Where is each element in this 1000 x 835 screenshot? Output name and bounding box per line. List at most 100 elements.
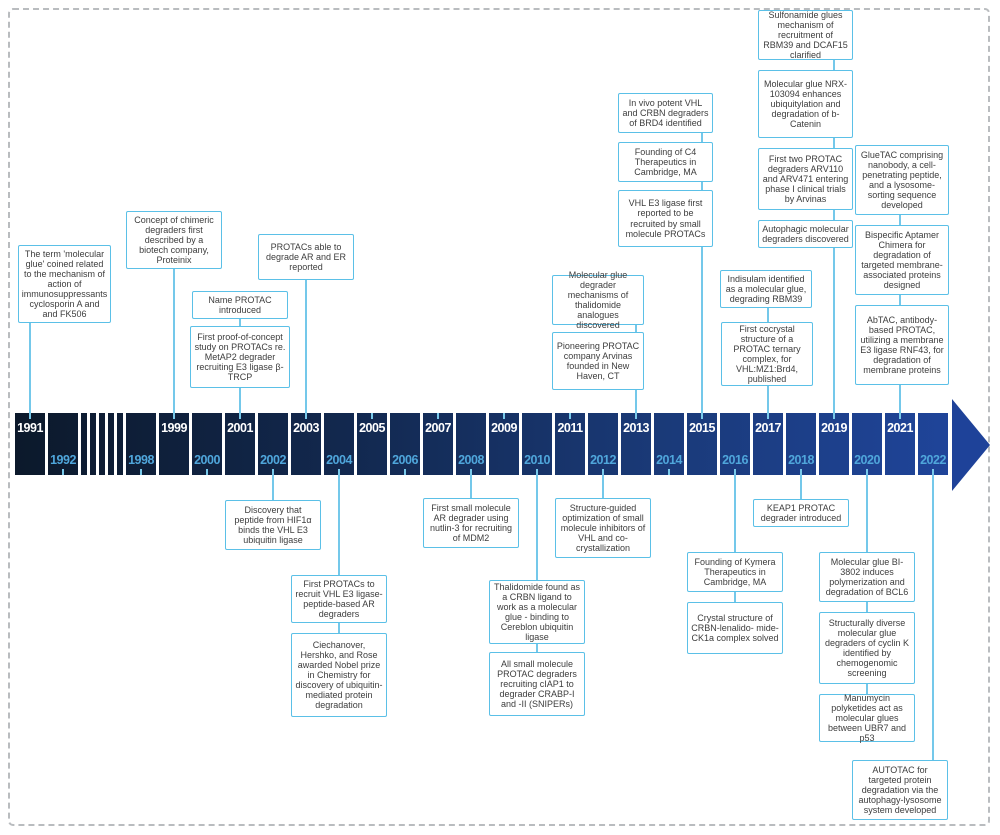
event-callout-2015-c4-therapeutics: Founding of C4 Therapeutics in Cambridge… bbox=[618, 142, 713, 182]
year-segment-2022: 2022 bbox=[918, 413, 948, 475]
connector-line bbox=[536, 644, 538, 652]
year-label: 1999 bbox=[161, 421, 187, 435]
tick-mark bbox=[569, 413, 571, 419]
tick-mark bbox=[635, 413, 637, 419]
year-label: 2022 bbox=[920, 453, 946, 467]
event-callout-2008-nutlin3-mdm2: First small molecule AR degrader using n… bbox=[423, 498, 519, 548]
year-label: 2011 bbox=[557, 421, 583, 435]
year-label: 2004 bbox=[326, 453, 352, 467]
tick-mark bbox=[338, 469, 340, 475]
connector-line bbox=[767, 386, 769, 413]
connector-line bbox=[173, 269, 175, 413]
tick-mark bbox=[668, 469, 670, 475]
year-label: 2009 bbox=[491, 421, 517, 435]
year-label: 2001 bbox=[227, 421, 253, 435]
event-callout-2021-bispecific-aptamer: Bispecific Aptamer Chimera for degradati… bbox=[855, 225, 949, 295]
event-callout-2019-arv110-arv471: First two PROTAC degraders ARV110 and AR… bbox=[758, 148, 853, 210]
connector-line bbox=[866, 475, 868, 552]
event-callout-2013-arvinas-founded: Pioneering PROTAC company Arvinas founde… bbox=[552, 332, 644, 390]
year-label: 2002 bbox=[260, 453, 286, 467]
event-callout-2010-snipers: All small molecule PROTAC degraders recr… bbox=[489, 652, 585, 716]
year-segment-2017: 2017 bbox=[753, 413, 786, 475]
event-callout-1991-molecular-glue-term: The term 'molecular glue' coined related… bbox=[18, 245, 111, 323]
year-segment-2005: 2005 bbox=[357, 413, 390, 475]
event-callout-2013-thalidomide-analogues: Molecular glue degrader mechanisms of th… bbox=[552, 270, 644, 330]
year-label: 2007 bbox=[425, 421, 451, 435]
event-callout-2015-vhl-e3-ligase: VHL E3 ligase first reported to be recru… bbox=[618, 190, 713, 247]
event-callout-2004-first-protacs-vhl: First PROTACs to recruit VHL E3 ligase-p… bbox=[291, 575, 387, 623]
year-segment-2021: 2021 bbox=[885, 413, 918, 475]
year-label: 2017 bbox=[755, 421, 781, 435]
tick-mark bbox=[140, 469, 142, 475]
event-callout-2020-cyclin-k: Structurally diverse molecular glue degr… bbox=[819, 612, 915, 684]
tick-mark bbox=[899, 413, 901, 419]
year-segment-2008: 2008 bbox=[456, 413, 489, 475]
year-label: 2012 bbox=[590, 453, 616, 467]
tick-mark bbox=[404, 469, 406, 475]
year-label: 2008 bbox=[458, 453, 484, 467]
year-segment-2014: 2014 bbox=[654, 413, 687, 475]
tick-mark bbox=[602, 469, 604, 475]
event-callout-2003-ar-er: PROTACs able to degrade AR and ER report… bbox=[258, 234, 354, 280]
connector-line bbox=[932, 475, 934, 760]
connector-line bbox=[833, 138, 835, 148]
tick-mark bbox=[800, 469, 802, 475]
event-callout-2017-cocrystal-structure: First cocrystal structure of a PROTAC te… bbox=[721, 322, 813, 386]
year-label: 1992 bbox=[50, 453, 76, 467]
connector-line bbox=[305, 280, 307, 413]
event-callout-2010-thalidomide-crbn: Thalidomide found as a CRBN ligand to wo… bbox=[489, 580, 585, 644]
connector-line bbox=[899, 215, 901, 225]
connector-line bbox=[701, 247, 703, 413]
event-callout-1999-proteinix: Concept of chimeric degraders first desc… bbox=[126, 211, 222, 269]
year-label: 2005 bbox=[359, 421, 385, 435]
connector-line bbox=[635, 390, 637, 413]
year-segment-2011: 2011 bbox=[555, 413, 588, 475]
year-segment-2006: 2006 bbox=[390, 413, 423, 475]
tick-mark bbox=[437, 413, 439, 419]
year-label: 2020 bbox=[854, 453, 880, 467]
connector-line bbox=[833, 248, 835, 413]
skipped-years-mark bbox=[90, 413, 99, 475]
event-callout-2019-autophagic-degraders: Autophagic molecular degraders discovere… bbox=[758, 220, 853, 248]
year-label: 2018 bbox=[788, 453, 814, 467]
year-segment-1992: 1992 bbox=[48, 413, 81, 475]
tick-mark bbox=[470, 469, 472, 475]
event-callout-2022-autotac: AUTOTAC for targeted protein degradation… bbox=[852, 760, 948, 820]
event-callout-2016-kymera: Founding of Kymera Therapeutics in Cambr… bbox=[687, 552, 783, 592]
year-segment-2004: 2004 bbox=[324, 413, 357, 475]
tick-mark bbox=[371, 413, 373, 419]
timeline-band: 1991 1992 1998 1999 2000 2001 2002 2003 … bbox=[15, 413, 948, 475]
event-callout-2018-keap1: KEAP1 PROTAC degrader introduced bbox=[753, 499, 849, 527]
event-callout-2021-gluetac: GlueTAC comprising nanobody, a cell-pene… bbox=[855, 145, 949, 215]
tick-mark bbox=[767, 413, 769, 419]
year-label: 2006 bbox=[392, 453, 418, 467]
event-callout-2021-abtac: AbTAC, antibody-based PROTAC, utilizing … bbox=[855, 305, 949, 385]
year-label: 2015 bbox=[689, 421, 715, 435]
year-segment-2015: 2015 bbox=[687, 413, 720, 475]
event-callout-2016-crbn-ck1a: Crystal structure of CRBN-lenalido- mide… bbox=[687, 602, 783, 654]
year-segment-2001: 2001 bbox=[225, 413, 258, 475]
year-segment-2019: 2019 bbox=[819, 413, 852, 475]
connector-line bbox=[338, 623, 340, 633]
year-label: 1998 bbox=[128, 453, 154, 467]
timeline-arrow-icon bbox=[952, 399, 990, 491]
year-label: 2014 bbox=[656, 453, 682, 467]
event-callout-2019-nrx-103094: Molecular glue NRX-103094 enhances ubiqu… bbox=[758, 70, 853, 138]
event-callout-2012-structure-guided: Structure-guided optimization of small m… bbox=[555, 498, 651, 558]
connector-line bbox=[866, 602, 868, 612]
event-callout-2004-nobel-prize: Ciechanover, Hershko, and Rose awarded N… bbox=[291, 633, 387, 717]
year-segment-2003: 2003 bbox=[291, 413, 324, 475]
tick-mark bbox=[305, 413, 307, 419]
tick-mark bbox=[173, 413, 175, 419]
event-callout-2002-hif1a-peptide: Discovery that peptide from HIF1α binds … bbox=[225, 500, 321, 550]
tick-mark bbox=[833, 413, 835, 419]
event-callout-2019-sulfonamide-glues: Sulfonamide glues mechanism of recruitme… bbox=[758, 10, 853, 60]
connector-line bbox=[800, 475, 802, 499]
event-callout-2001-name-protac: Name PROTAC introduced bbox=[192, 291, 288, 319]
year-label: 2003 bbox=[293, 421, 319, 435]
year-segment-2016: 2016 bbox=[720, 413, 753, 475]
year-segment-2002: 2002 bbox=[258, 413, 291, 475]
year-segment-1998: 1998 bbox=[126, 413, 159, 475]
tick-mark bbox=[734, 469, 736, 475]
tick-mark bbox=[239, 413, 241, 419]
